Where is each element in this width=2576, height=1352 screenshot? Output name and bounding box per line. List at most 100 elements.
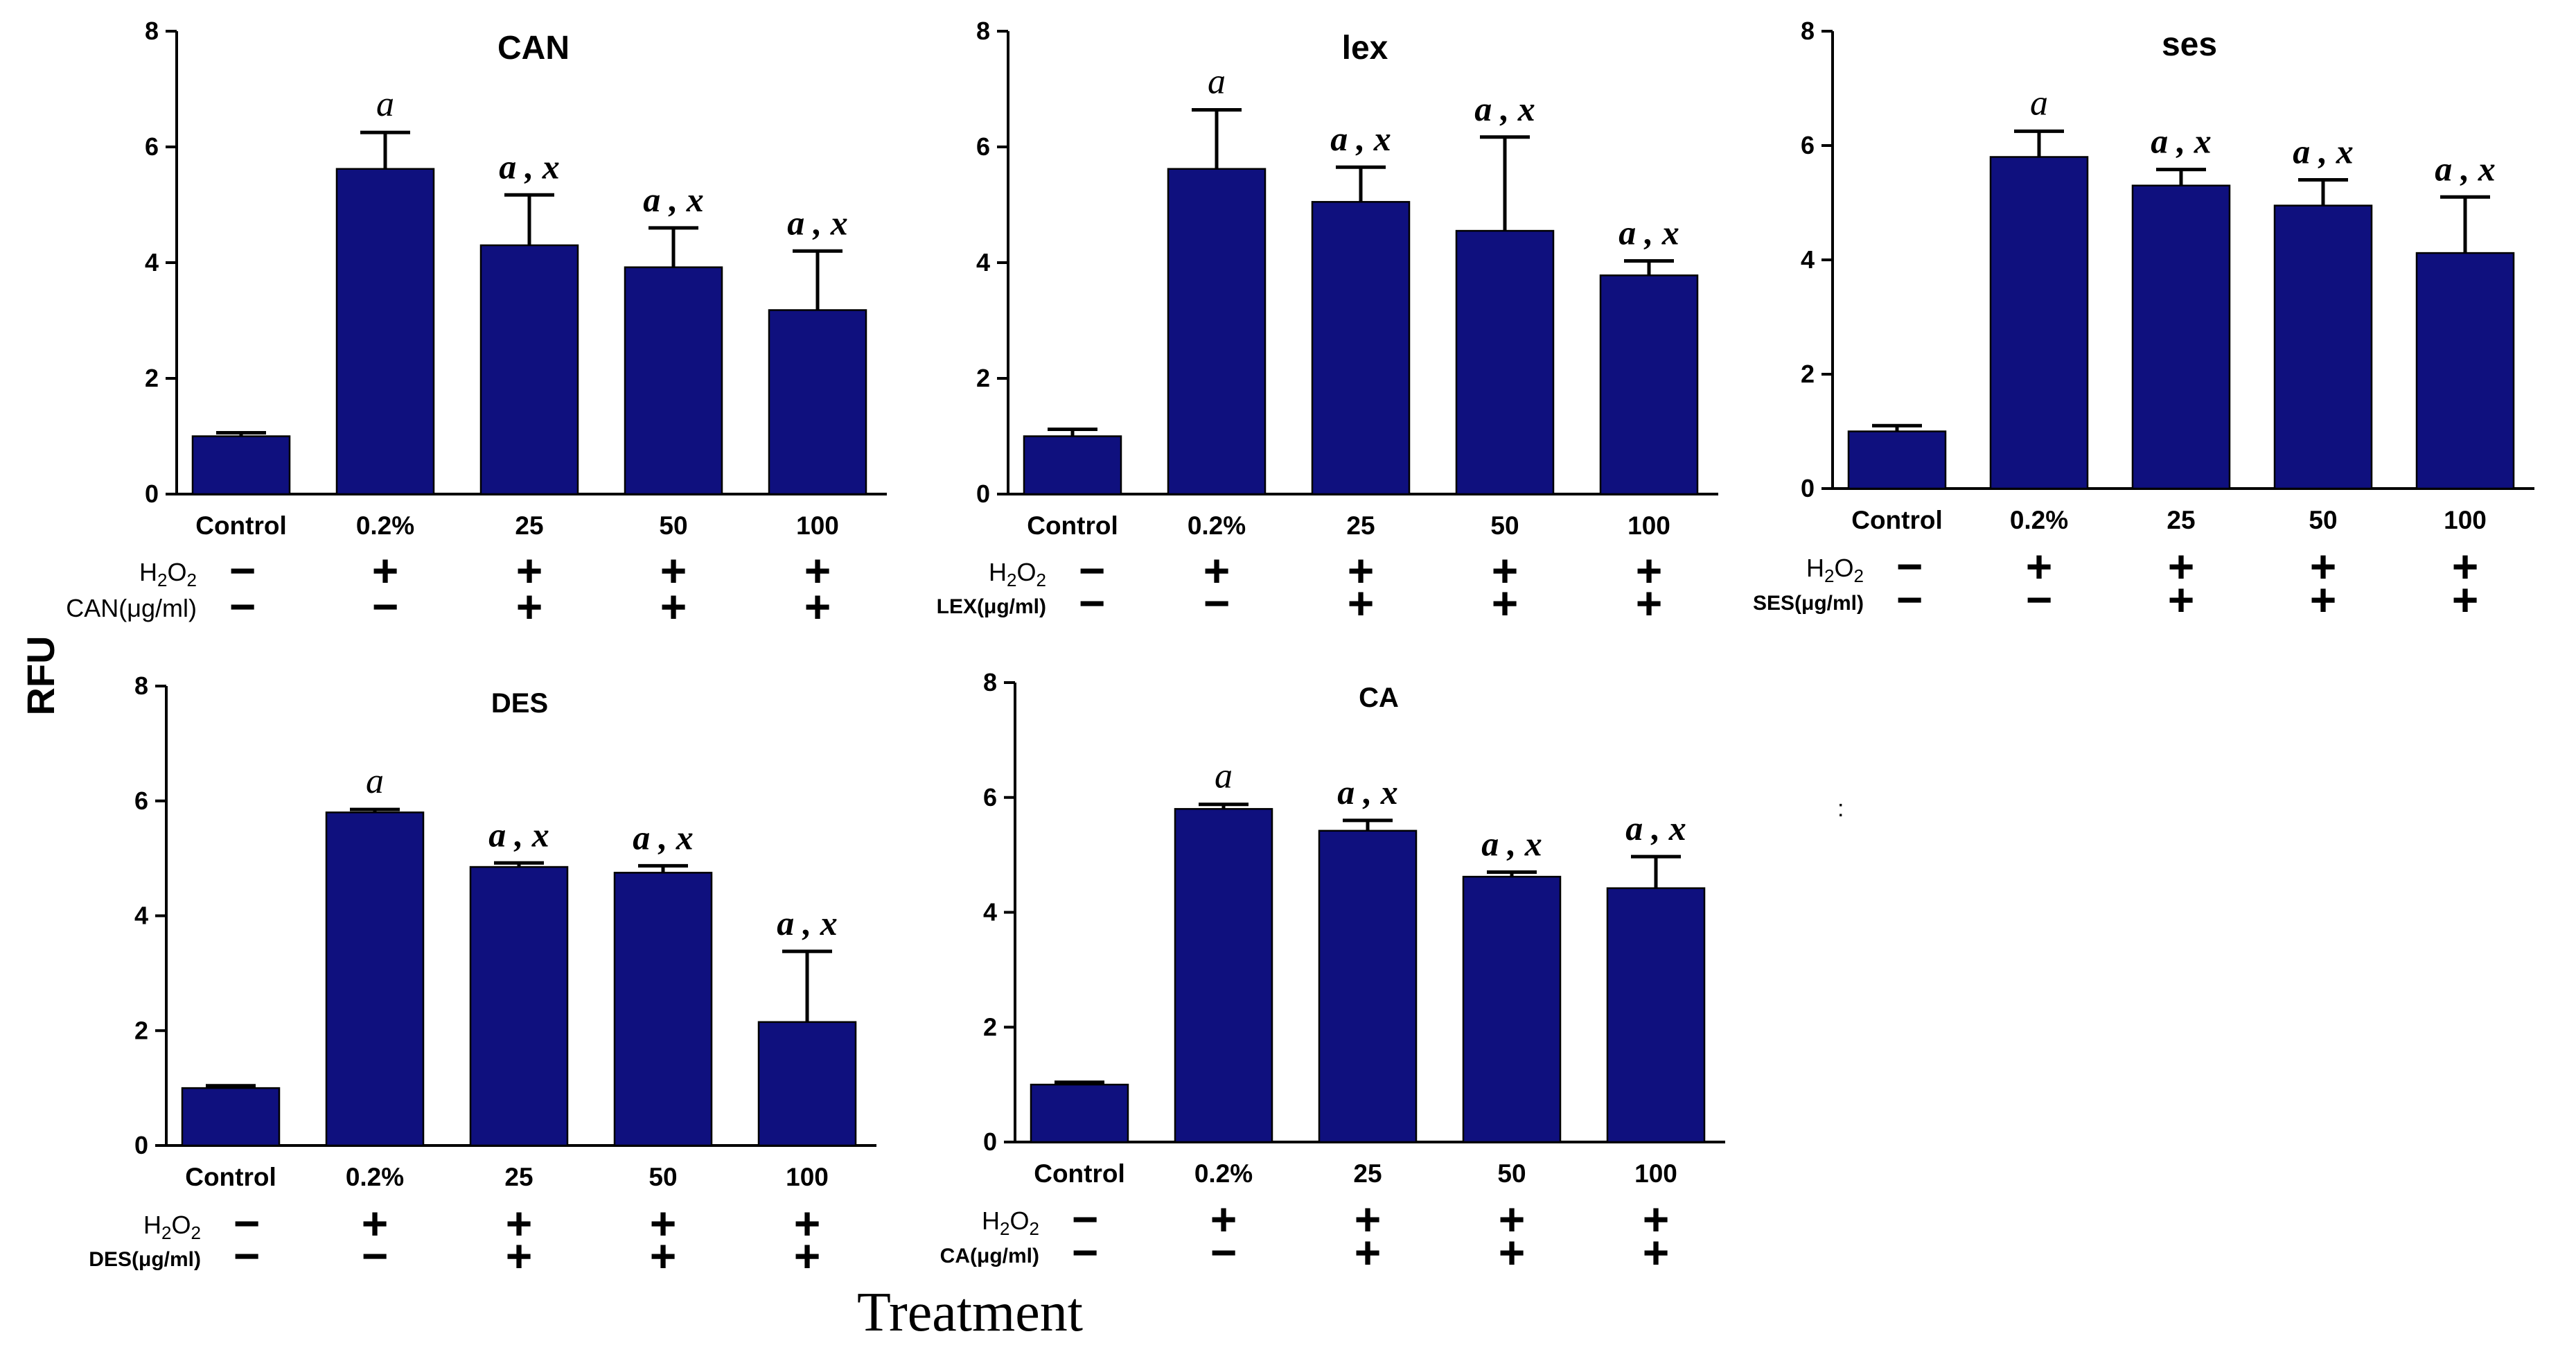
y-tick-label: 6: [983, 783, 997, 811]
category-label: 25: [1346, 511, 1375, 540]
treatment-mark: +: [1348, 577, 1375, 629]
treatment-mark: −: [229, 581, 256, 632]
treatment-mark: +: [2310, 541, 2337, 592]
y-tick-label: 2: [1801, 360, 1815, 388]
category-label: Control: [1027, 511, 1118, 540]
treatment-mark: −: [372, 581, 399, 632]
y-tick-label: 0: [983, 1127, 997, 1156]
treatment-mark: +: [1355, 1193, 1382, 1245]
treatment-mark: −: [1210, 1227, 1237, 1278]
significance-label: a , x: [643, 180, 704, 219]
treatment-mark: −: [362, 1230, 389, 1281]
category-label: 0.2%: [1188, 511, 1246, 540]
treatment-mark: −: [1079, 577, 1106, 629]
y-tick-label: 4: [145, 248, 159, 276]
treatment-row-label: CA(μg/ml): [940, 1245, 1039, 1267]
treatment-mark: +: [1636, 545, 1663, 596]
category-label: 25: [504, 1163, 533, 1191]
treatment-mark: +: [804, 545, 831, 596]
significance-label: a , x: [633, 818, 694, 857]
treatment-mark: +: [1492, 545, 1519, 596]
treatment-mark: −: [1896, 574, 1923, 625]
y-tick-label: 2: [134, 1016, 148, 1044]
treatment-mark: +: [516, 581, 543, 632]
significance-label: a: [2030, 83, 2048, 123]
treatment-row-label: CAN(μg/ml): [66, 594, 197, 622]
treatment-row-label: DES(μg/ml): [89, 1248, 201, 1271]
panel-title: lex: [1342, 30, 1388, 67]
bar-100: [757, 1021, 857, 1147]
bar-50: [613, 872, 713, 1147]
treatment-mark: +: [506, 1230, 533, 1281]
bar-0.2%: [1167, 168, 1267, 495]
bar-0.2%: [1989, 156, 2089, 490]
bar-0.2%: [1174, 808, 1273, 1143]
bar-0.2%: [325, 811, 425, 1147]
treatment-row-label: H2O2: [139, 558, 197, 590]
bar-100: [2415, 252, 2515, 490]
category-label: 50: [659, 511, 687, 540]
category-label: 50: [1490, 511, 1519, 540]
treatment-mark: +: [516, 545, 543, 596]
category-label: Control: [1851, 506, 1943, 534]
treatment-mark: −: [1203, 577, 1230, 629]
category-label: 100: [1634, 1159, 1677, 1188]
significance-label: a: [376, 85, 394, 124]
treatment-mark: +: [362, 1197, 389, 1249]
bar-100: [1606, 887, 1706, 1143]
treatment-mark: +: [1636, 577, 1663, 629]
category-label: 0.2%: [2010, 506, 2068, 534]
category-label: 100: [2444, 506, 2487, 534]
significance-label: a , x: [1618, 213, 1679, 252]
bar-50: [2273, 204, 2373, 490]
bar-Control: [1847, 430, 1947, 490]
treatment-mark: −: [1079, 545, 1106, 596]
treatment-mark: +: [1348, 545, 1375, 596]
y-axis-label: RFU: [19, 635, 62, 715]
bar-50: [624, 266, 723, 495]
y-tick-label: 4: [976, 248, 990, 276]
significance-label: a , x: [1337, 773, 1398, 811]
category-label: Control: [195, 511, 287, 540]
treatment-mark: +: [372, 545, 399, 596]
treatment-mark: +: [1643, 1193, 1670, 1245]
y-tick-label: 0: [145, 480, 159, 508]
significance-label: a , x: [499, 147, 560, 186]
category-label: 0.2%: [1194, 1159, 1253, 1188]
treatment-row-label: LEX(μg/ml): [937, 595, 1046, 618]
y-tick-label: 6: [1801, 131, 1815, 159]
significance-label: a , x: [777, 904, 838, 942]
treatment-mark: −: [1072, 1227, 1099, 1278]
bar-0.2%: [335, 168, 435, 495]
category-label: Control: [185, 1163, 276, 1191]
y-tick-label: 8: [134, 671, 148, 700]
panel-title: CAN: [497, 30, 570, 67]
category-label: 25: [515, 511, 543, 540]
bar-50: [1462, 875, 1562, 1143]
y-tick-label: 6: [976, 132, 990, 161]
treatment-mark: +: [660, 545, 687, 596]
category-label: 50: [2309, 506, 2337, 534]
y-tick-label: 8: [1801, 17, 1815, 45]
bar-25: [2131, 184, 2231, 490]
y-tick-label: 2: [145, 364, 159, 392]
treatment-row-label: H2O2: [982, 1206, 1039, 1239]
treatment-mark: +: [1203, 545, 1230, 596]
y-tick-label: 8: [976, 17, 990, 45]
treatment-mark: −: [1896, 541, 1923, 592]
y-tick-label: 8: [145, 17, 159, 45]
treatment-mark: +: [650, 1230, 677, 1281]
y-tick-label: 0: [976, 480, 990, 508]
treatment-mark: +: [650, 1197, 677, 1249]
treatment-mark: +: [1355, 1227, 1382, 1278]
bar-Control: [191, 435, 291, 495]
significance-label: a , x: [2293, 132, 2354, 171]
category-label: 0.2%: [356, 511, 414, 540]
category-label: 100: [796, 511, 839, 540]
bar-Control: [1023, 435, 1122, 495]
significance-label: a , x: [1481, 824, 1542, 863]
category-label: 25: [1353, 1159, 1382, 1188]
panel-title: DES: [491, 688, 548, 719]
